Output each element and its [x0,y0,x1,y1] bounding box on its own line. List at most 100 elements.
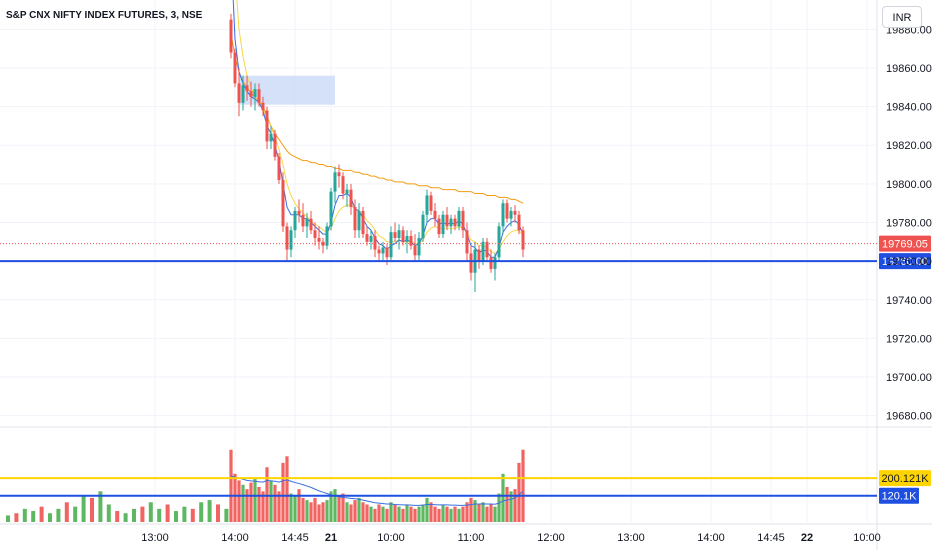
candle-body [305,218,309,227]
volume-bar [373,508,377,522]
price-tick-label: 19720.00 [886,333,932,345]
candle-body [329,191,333,227]
volume-bar [425,497,429,522]
volume-bar [449,508,453,522]
volume-bar [273,484,277,522]
price-tick-label: 19700.00 [886,372,932,384]
candle-body [393,232,397,238]
candle-body [517,214,521,231]
candle-body [385,247,389,258]
volume-bar [148,502,153,522]
candle-body [425,195,429,215]
time-tick-label: 10:00 [853,532,881,544]
volume-bar [207,500,212,522]
last-price-tag [879,235,931,252]
candle-body [469,253,473,273]
candle-body [361,210,365,235]
volume-bar [237,480,241,522]
price-tick-label: 19740.00 [886,295,932,307]
candle-body [229,19,233,53]
volume-bar [31,511,36,522]
volume-bar [485,506,489,522]
volume-bar [216,504,220,522]
candle-body [377,249,381,254]
price-tick-label: 19680.00 [886,411,932,423]
supply-zone-rect [239,75,335,105]
volume-bar [249,482,253,522]
time-tick-label: 13:00 [617,532,645,544]
candle-body [485,241,489,258]
time-tick-label: 22 [801,532,813,544]
candle-body [293,210,297,231]
volume-bar [265,467,269,522]
volume-bar [115,511,120,522]
volume-bar [341,493,345,522]
candle-body [449,218,453,227]
price-level-label: 19760.00 [882,256,928,268]
volume-bar [353,500,357,522]
candle-body [273,133,277,157]
volume-bar [14,513,19,522]
volume-bar [493,506,497,522]
candle-body [345,189,349,194]
candle-body [453,218,457,227]
volume-bar [224,508,229,522]
candle-body [409,236,413,246]
candle-body [417,237,421,256]
volume-bar [325,500,329,522]
volume-bar [389,502,393,522]
volume-bar [469,497,473,522]
candle-body [337,172,341,177]
candle-body [481,241,485,262]
volume-bar [473,500,477,522]
volume-bar [349,504,353,522]
ema-fast-line [232,0,524,258]
candle-body [297,210,301,215]
ema-slow-line [230,33,524,204]
axes: 19680.00 19700.00 19720.00 19740.00 19760.00… [141,24,932,544]
price-tick-label: 19840.00 [886,102,932,114]
candle-body [237,83,241,103]
volume-bar [497,493,501,522]
price-tick-label: 19780.00 [886,218,932,230]
volume-bar [361,502,365,522]
price-tick-label: 19820.00 [886,140,932,152]
candle-body [301,214,305,227]
volume-bar [73,506,78,522]
volume-bar [365,504,369,522]
candle-body [321,241,325,246]
volume-yellow-tag [879,470,931,487]
price-tick-label: 19760.00 [886,256,932,268]
candle-body [441,214,445,235]
candle-body [365,234,369,242]
volume-bar [106,504,111,522]
horizontal-levels[interactable]: 19769.05 19760.00 200.121K 120.1K [0,235,931,504]
volume-bar [245,489,249,522]
candle-body [249,91,253,97]
volume-blue-tag [879,487,919,504]
volume-bar [174,511,178,522]
volume-bar [199,502,204,522]
volume-bar [433,506,437,522]
candle-body [421,214,425,238]
volume-bar [377,504,381,522]
time-tick-label: 13:00 [141,532,169,544]
candle-body [389,232,393,258]
candle-body [257,89,261,103]
volume-bar [409,506,413,522]
candle-body [245,85,249,92]
candle-body [265,110,269,142]
volume-bar [123,513,128,522]
candle-body [369,236,373,242]
volume-bar [90,497,94,522]
volume-bar [277,491,281,522]
currency-button[interactable]: INR [882,6,922,28]
price-tick-label: 19800.00 [886,179,932,191]
volume-bar [421,504,425,522]
volume-bar [393,504,397,522]
candle-body [313,230,317,238]
volume-bar [281,462,285,522]
candle-body [373,236,377,250]
